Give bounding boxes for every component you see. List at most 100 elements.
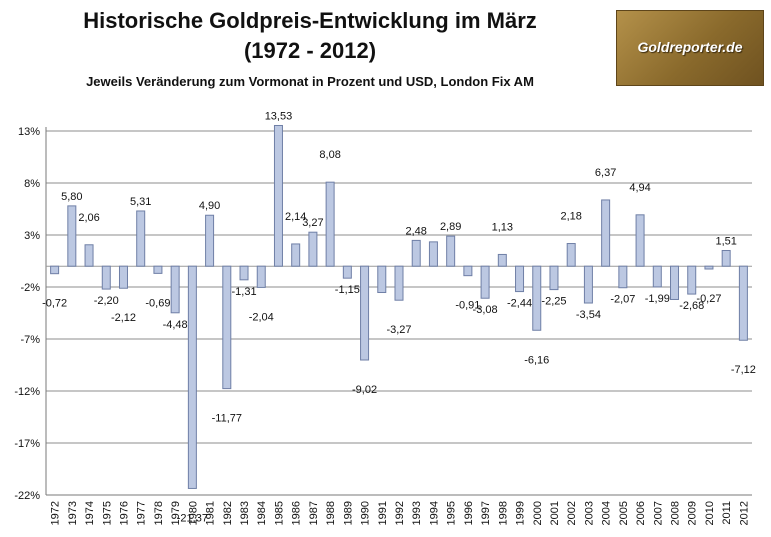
data-label: 3,27 xyxy=(302,217,323,229)
y-tick-label: 8% xyxy=(24,178,40,190)
data-label: 8,08 xyxy=(319,149,340,161)
bar xyxy=(118,265,128,289)
x-tick-label: 2008 xyxy=(670,501,682,525)
data-label: 5,31 xyxy=(130,196,151,208)
data-label: -2,25 xyxy=(541,296,566,308)
data-label: -2,44 xyxy=(507,298,532,310)
x-tick-label: 1984 xyxy=(256,501,268,525)
data-label: -0,69 xyxy=(145,297,170,309)
y-tick-label: -12% xyxy=(14,386,40,398)
x-tick-label: 2010 xyxy=(704,501,716,525)
bar xyxy=(222,265,232,390)
data-label: -3,08 xyxy=(473,304,498,316)
data-label: 1,51 xyxy=(715,235,736,247)
x-tick-label: 2000 xyxy=(532,501,544,525)
bar xyxy=(687,265,697,295)
x-tick-label: 1993 xyxy=(411,501,423,525)
x-tick-label: 1983 xyxy=(239,501,251,525)
x-tick-label: 1975 xyxy=(101,501,113,525)
bar xyxy=(101,265,111,290)
bar xyxy=(446,235,456,267)
x-tick-label: 1979 xyxy=(170,501,182,525)
bar xyxy=(84,244,94,267)
chart-title: Historische Goldpreis-Entwicklung im Mär… xyxy=(83,8,537,33)
x-tick-label: 1985 xyxy=(273,501,285,525)
data-label: 2,06 xyxy=(78,212,99,224)
data-label: -2,12 xyxy=(111,312,136,324)
bar xyxy=(50,265,60,275)
data-label: -11,77 xyxy=(212,413,242,425)
y-tick-label: 3% xyxy=(24,230,40,242)
data-label: -1,15 xyxy=(335,284,360,296)
data-label: -2,68 xyxy=(679,300,704,312)
x-tick-label: 1977 xyxy=(136,501,148,525)
data-label: 2,14 xyxy=(285,211,306,223)
bar xyxy=(635,214,645,267)
x-tick-label: 1991 xyxy=(377,501,389,525)
x-tick-label: 1994 xyxy=(428,501,440,525)
x-tick-label: 2011 xyxy=(721,501,733,525)
bar xyxy=(153,265,163,274)
y-tick-label: 13% xyxy=(18,126,40,138)
data-label: -9,02 xyxy=(352,384,377,396)
bar xyxy=(187,265,197,489)
logo-text: Goldreporter.de xyxy=(637,39,743,55)
x-tick-label: 2007 xyxy=(652,501,664,525)
bar xyxy=(67,205,77,267)
y-tick-label: -17% xyxy=(14,438,40,450)
bar xyxy=(497,253,507,267)
x-tick-label: 2002 xyxy=(566,501,578,525)
data-label: -2,07 xyxy=(610,294,635,306)
data-label: 2,18 xyxy=(560,211,581,223)
bar xyxy=(360,265,370,361)
data-label: -6,16 xyxy=(524,354,549,366)
bar xyxy=(480,265,490,299)
bar xyxy=(428,241,438,267)
x-tick-label: 1973 xyxy=(67,501,79,525)
bar xyxy=(291,243,301,267)
x-tick-label: 1978 xyxy=(153,501,165,525)
bar xyxy=(273,124,283,267)
bar xyxy=(239,265,249,281)
data-label: -1,99 xyxy=(645,293,670,305)
x-tick-label: 1997 xyxy=(480,501,492,525)
x-tick-label: 2004 xyxy=(601,501,613,525)
y-tick-label: -22% xyxy=(14,490,40,502)
x-tick-label: 1980 xyxy=(187,501,199,525)
data-label: 4,94 xyxy=(629,182,650,194)
x-tick-label: 1981 xyxy=(205,501,217,525)
x-tick-label: 2003 xyxy=(583,501,595,525)
data-label: 13,53 xyxy=(265,110,293,122)
data-label: 4,90 xyxy=(199,200,220,212)
x-tick-label: 2005 xyxy=(618,501,630,525)
bar xyxy=(704,265,714,270)
bar xyxy=(618,265,628,289)
bar xyxy=(532,265,542,331)
chart-subtitle: Jeweils Veränderung zum Vormonat in Proz… xyxy=(86,74,534,89)
data-label: 6,37 xyxy=(595,167,616,179)
x-tick-label: 1976 xyxy=(118,501,130,525)
x-tick-label: 1986 xyxy=(291,501,303,525)
x-tick-label: 1989 xyxy=(342,501,354,525)
x-tick-label: 2012 xyxy=(738,501,750,525)
bar xyxy=(549,265,559,291)
data-label: 5,80 xyxy=(61,191,82,203)
data-label: -3,54 xyxy=(576,309,601,321)
x-tick-label: 1987 xyxy=(308,501,320,525)
data-label: 1,13 xyxy=(492,221,513,233)
bar xyxy=(205,214,215,267)
data-label: -4,48 xyxy=(163,319,188,331)
x-tick-label: 2001 xyxy=(549,501,561,525)
y-tick-label: -2% xyxy=(20,282,40,294)
x-tick-label: 1988 xyxy=(325,501,337,525)
bar xyxy=(463,265,473,277)
data-label: -21,37 xyxy=(177,512,208,524)
x-tick-label: 1982 xyxy=(222,501,234,525)
data-label: -7,12 xyxy=(731,364,756,376)
bar xyxy=(670,265,680,300)
x-tick-label: 1974 xyxy=(84,501,96,525)
bar xyxy=(256,265,266,288)
data-label: 2,48 xyxy=(406,225,427,237)
chart-title-years: (1972 - 2012) xyxy=(243,38,377,63)
